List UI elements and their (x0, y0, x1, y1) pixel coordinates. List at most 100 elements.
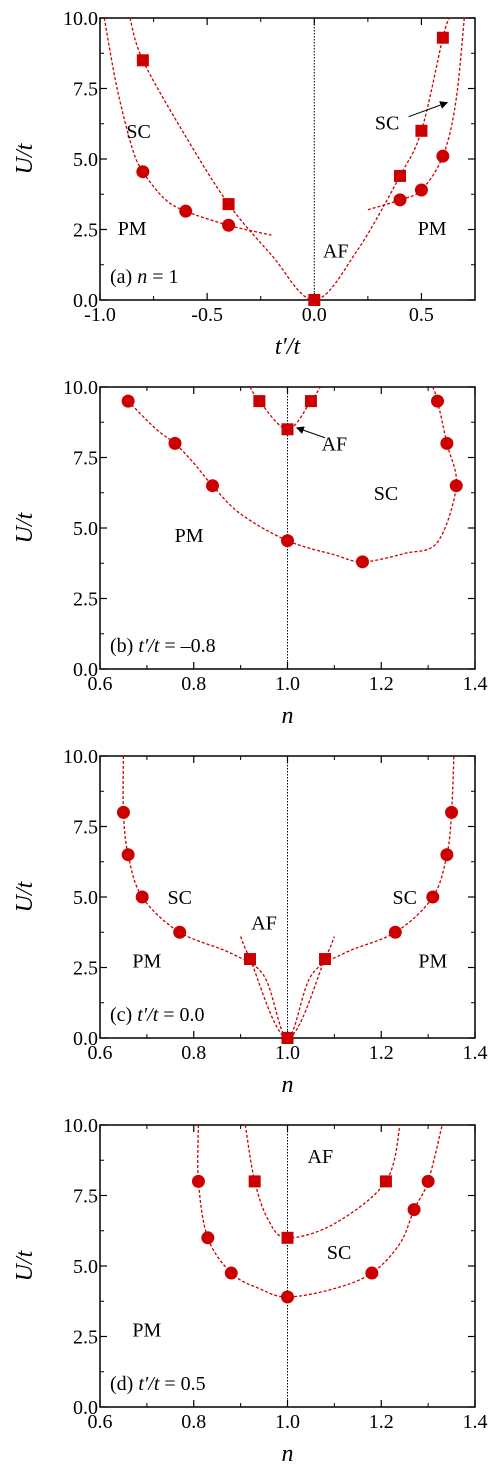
y-tick-label: 2.5 (73, 220, 98, 242)
x-tick-label: 1.0 (275, 673, 300, 695)
curves (104, 18, 464, 300)
square-marker (282, 1032, 294, 1044)
y-tick-label: 10.0 (63, 1115, 98, 1137)
x-tick-label: 1.0 (275, 1411, 300, 1433)
y-tick-label: 5.0 (73, 1256, 98, 1278)
circle-marker (225, 1267, 238, 1280)
square-marker (380, 1175, 392, 1187)
circle-marker (169, 437, 182, 450)
circle-marker (356, 555, 369, 568)
region-label-sc: SC (126, 121, 150, 143)
y-tick-label: 0.0 (73, 1397, 98, 1419)
y-axis-label: U/t (12, 880, 38, 912)
circle-marker (450, 479, 463, 492)
y-tick-label: 5.0 (73, 887, 98, 909)
region-label-pm: PM (418, 218, 447, 240)
panel-d: 0.6 0.8 1.0 1.2 1.4 0.0 2.5 5.0 7.5 10.0 n U/t AF SC P… (12, 1115, 488, 1467)
circle-marker (440, 437, 453, 450)
circle-marker (201, 1231, 214, 1244)
circle-marker (281, 534, 294, 547)
y-tick-label: 7.5 (73, 79, 98, 101)
x-tick-label: 1.4 (463, 1042, 488, 1064)
panel-label: (b) t′/t = –0.8 (110, 635, 216, 657)
x-tick-label: 1.2 (369, 1042, 394, 1064)
region-label-sc: SC (374, 483, 398, 505)
panel-label: (a) n = 1 (110, 266, 178, 288)
region-label-sc: SC (375, 112, 399, 134)
x-tick-label: -0.5 (191, 304, 223, 326)
square-marker (415, 125, 427, 137)
circle-marker (365, 1267, 378, 1280)
square-marker (249, 1175, 261, 1187)
x-axis-label: n (282, 703, 294, 729)
region-label-af: AF (322, 433, 348, 455)
square-marker (305, 395, 317, 407)
square-marker (282, 1232, 294, 1244)
circle-marker (436, 150, 449, 163)
y-tick-label: 2.5 (73, 1327, 98, 1349)
y-tick-label: 5.0 (73, 518, 98, 540)
x-tick-label: 0.5 (409, 304, 434, 326)
region-label-sc: SC (327, 1242, 351, 1264)
circle-marker (422, 1175, 435, 1188)
region-label-pm: PM (175, 525, 204, 547)
circle-marker (192, 1175, 205, 1188)
region-label-sc: SC (392, 887, 416, 909)
y-tick-label: 0.0 (73, 659, 98, 681)
square-marker (137, 54, 149, 66)
circle-marker (117, 806, 130, 819)
circle-marker (122, 395, 135, 408)
circle-marker (408, 1203, 421, 1216)
circle-marker (389, 926, 402, 939)
y-axis-label: U/t (12, 142, 38, 174)
circle-marker (440, 848, 453, 861)
square-marker (223, 198, 235, 210)
x-tick-label: 0.8 (181, 1042, 206, 1064)
phase-boundary-curve (250, 387, 320, 429)
panel-a: -1.0 -0.5 0.0 0.5 0.0 2.5 5.0 7.5 10.0 t′/t U/t SC P… (12, 8, 475, 360)
circle-marker (415, 184, 428, 197)
panel-label: (c) t′/t = 0.0 (110, 1004, 205, 1026)
y-tick-label: 7.5 (73, 817, 98, 839)
x-axis-label: t′/t (275, 334, 302, 360)
circle-marker (122, 848, 135, 861)
circle-marker (445, 806, 458, 819)
square-marker (394, 170, 406, 182)
phase-boundary-curve (130, 18, 449, 300)
region-label-pm: PM (132, 950, 161, 972)
x-tick-label: 0.8 (181, 673, 206, 695)
circle-marker (136, 165, 149, 178)
circle-marker (222, 219, 235, 232)
square-marker (308, 294, 320, 306)
x-tick-label: 1.2 (369, 673, 394, 695)
phase-boundary-curve (245, 1125, 400, 1238)
y-tick-label: 0.0 (73, 1028, 98, 1050)
y-tick-label: 2.5 (73, 958, 98, 980)
x-tick-label: 0.8 (181, 1411, 206, 1433)
x-tick-label: 1.4 (463, 1411, 488, 1433)
region-label-pm: PM (118, 218, 147, 240)
y-tick-label: 10.0 (63, 8, 98, 30)
circle-marker (179, 205, 192, 218)
square-marker (253, 395, 265, 407)
circle-marker (173, 926, 186, 939)
square-marker (244, 953, 256, 965)
square-marker (437, 32, 449, 44)
circle-marker (136, 891, 149, 904)
circle-marker (426, 891, 439, 904)
square-marker (319, 953, 331, 965)
x-axis-label: n (282, 1072, 294, 1098)
panel-label: (d) t′/t = 0.5 (110, 1373, 206, 1395)
y-tick-label: 10.0 (63, 746, 98, 768)
region-label-af: AF (308, 1146, 334, 1168)
circle-marker (431, 395, 444, 408)
y-tick-label: 7.5 (73, 448, 98, 470)
y-tick-label: 0.0 (73, 290, 98, 312)
circle-marker (206, 479, 219, 492)
x-tick-label: 0.0 (302, 304, 327, 326)
panel-b: 0.6 0.8 1.0 1.2 1.4 0.0 2.5 5.0 7.5 10.0 n U/t PM SC A… (12, 377, 488, 729)
x-axis-label: n (282, 1441, 294, 1467)
circle-marker (281, 1291, 294, 1304)
plot-frame (100, 18, 475, 300)
